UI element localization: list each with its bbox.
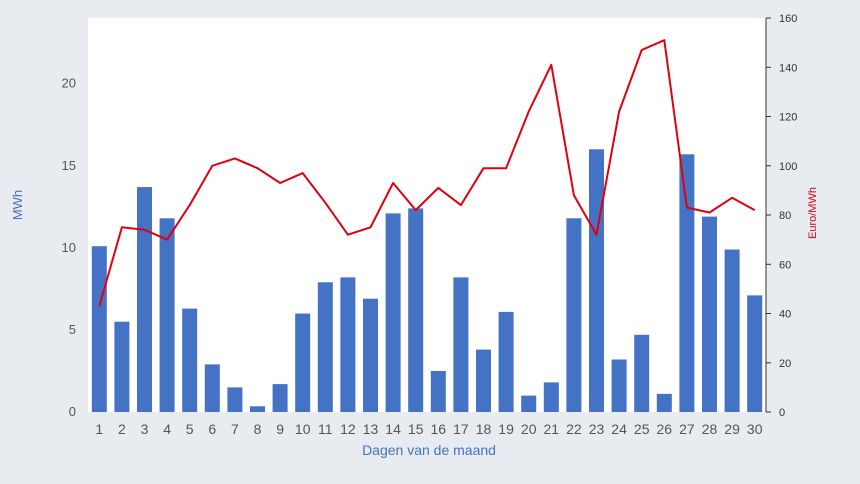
bar-day-26 bbox=[656, 393, 672, 412]
x-tick-label: 15 bbox=[408, 421, 424, 437]
right-axis-ticks: 0 20 40 60 80 100 120 140 160 bbox=[766, 13, 797, 419]
right-tick-label: 60 bbox=[779, 259, 791, 271]
bar-day-30 bbox=[747, 295, 763, 412]
x-tick-label: 23 bbox=[589, 421, 605, 437]
right-tick-label: 160 bbox=[779, 13, 797, 25]
left-tick-label: 20 bbox=[62, 76, 76, 91]
bar-day-28 bbox=[702, 216, 717, 412]
plot-area bbox=[88, 18, 766, 412]
bar-day-2 bbox=[114, 321, 130, 412]
left-tick-label: 15 bbox=[62, 158, 76, 173]
bar-day-27 bbox=[679, 154, 695, 413]
bar-day-25 bbox=[634, 334, 650, 412]
bar-day-18 bbox=[476, 349, 491, 412]
right-axis-title: Euro/MWh bbox=[807, 187, 819, 239]
right-tick-label: 140 bbox=[779, 62, 797, 74]
x-tick-label: 2 bbox=[118, 421, 126, 437]
bar-day-14 bbox=[385, 213, 401, 412]
left-axis-ticks: 0 5 10 15 20 bbox=[62, 76, 76, 419]
x-axis-title: Dagen van de maand bbox=[362, 442, 496, 458]
x-tick-label: 18 bbox=[476, 421, 492, 437]
x-tick-label: 5 bbox=[186, 421, 194, 437]
right-tick-label: 120 bbox=[779, 112, 797, 124]
bar-day-6 bbox=[204, 364, 220, 412]
left-tick-label: 10 bbox=[62, 240, 76, 255]
x-tick-label: 12 bbox=[340, 421, 356, 437]
x-tick-label: 16 bbox=[431, 421, 447, 437]
x-tick-label: 11 bbox=[318, 421, 333, 437]
bar-day-11 bbox=[317, 282, 333, 412]
x-tick-label: 17 bbox=[453, 421, 469, 437]
bar-day-4 bbox=[159, 218, 175, 412]
x-tick-label: 9 bbox=[276, 421, 284, 437]
left-axis-title: MWh bbox=[10, 190, 25, 220]
bar-day-8 bbox=[250, 406, 265, 412]
x-tick-label: 21 bbox=[544, 421, 560, 437]
right-tick-label: 100 bbox=[779, 161, 797, 173]
x-tick-label: 10 bbox=[295, 421, 311, 437]
bar-day-19 bbox=[498, 311, 514, 412]
x-tick-label: 26 bbox=[657, 421, 673, 437]
price-line-series bbox=[98, 39, 756, 307]
x-tick-label: 1 bbox=[95, 421, 103, 437]
bar-day-3 bbox=[137, 187, 152, 412]
bar-day-29 bbox=[724, 249, 740, 412]
bar-day-21 bbox=[543, 382, 559, 412]
bar-day-22 bbox=[566, 218, 582, 412]
bar-day-10 bbox=[295, 313, 311, 412]
x-tick-label: 25 bbox=[634, 421, 650, 437]
right-tick-label: 20 bbox=[779, 358, 791, 370]
bar-day-17 bbox=[453, 277, 469, 412]
x-tick-label: 27 bbox=[679, 421, 695, 437]
bar-day-9 bbox=[272, 384, 288, 412]
right-tick-label: 40 bbox=[779, 309, 791, 321]
x-tick-label: 8 bbox=[254, 421, 262, 437]
x-tick-label: 20 bbox=[521, 421, 537, 437]
x-tick-label: 19 bbox=[498, 421, 514, 437]
bar-day-12 bbox=[340, 277, 356, 412]
bar-day-5 bbox=[182, 308, 198, 412]
bar-day-20 bbox=[521, 395, 537, 412]
x-tick-label: 30 bbox=[747, 421, 763, 437]
bar-day-13 bbox=[363, 298, 378, 412]
x-tick-label: 28 bbox=[702, 421, 718, 437]
left-tick-label: 0 bbox=[69, 404, 76, 419]
bar-day-24 bbox=[611, 359, 627, 412]
bar-day-7 bbox=[227, 387, 243, 412]
right-tick-label: 0 bbox=[779, 407, 785, 419]
x-axis-ticks: 1 2 3 4 5 6 7 8 9 10 11 12 13 14 15 16 17 18 19 20 21 22 23 24 2… bbox=[95, 421, 762, 437]
bar-day-15 bbox=[408, 208, 424, 412]
right-tick-label: 80 bbox=[779, 210, 791, 222]
bar-day-16 bbox=[430, 371, 446, 412]
x-tick-label: 6 bbox=[208, 421, 216, 437]
x-tick-label: 3 bbox=[141, 421, 149, 437]
x-tick-label: 4 bbox=[163, 421, 171, 437]
bar-day-23 bbox=[589, 149, 604, 413]
x-tick-label: 13 bbox=[363, 421, 379, 437]
left-tick-label: 5 bbox=[69, 322, 76, 337]
bar-series bbox=[91, 149, 763, 413]
x-tick-label: 29 bbox=[724, 421, 740, 437]
x-tick-label: 24 bbox=[611, 421, 627, 437]
bar-day-1 bbox=[91, 246, 107, 412]
x-tick-label: 22 bbox=[566, 421, 582, 437]
x-tick-label: 7 bbox=[231, 421, 239, 437]
x-tick-label: 14 bbox=[385, 421, 401, 437]
